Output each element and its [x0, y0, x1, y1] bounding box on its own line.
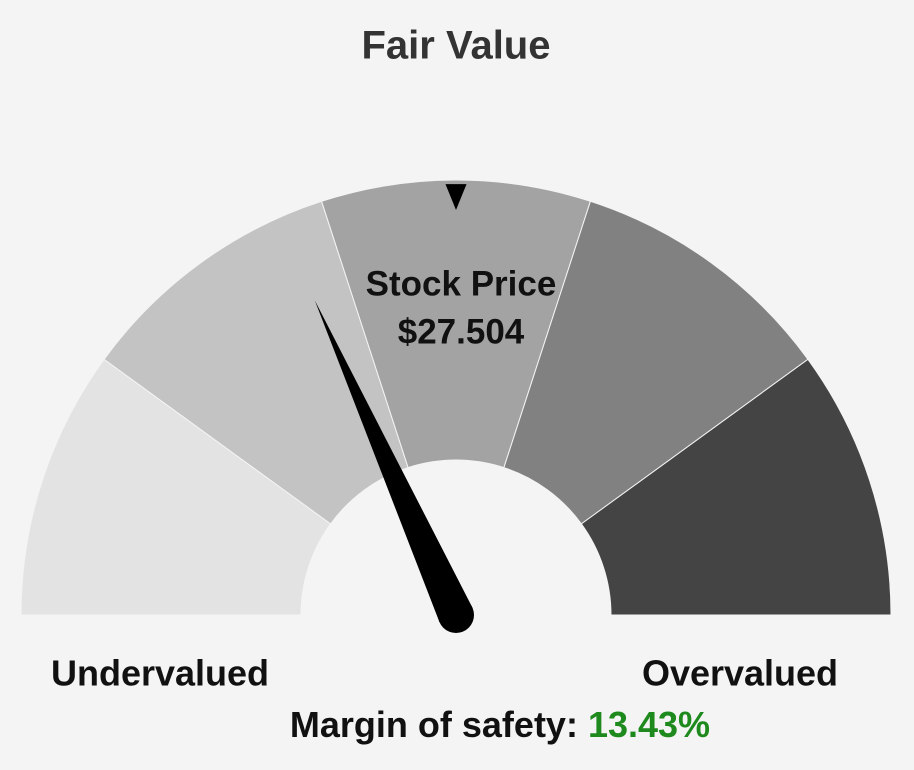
needle — [314, 300, 474, 633]
marker — [445, 184, 467, 210]
gauge — [20, 179, 892, 633]
gauge-band — [103, 200, 409, 525]
value-label: 13.43% — [588, 704, 710, 745]
value-caption-line: Margin of safety: 13.43% — [290, 704, 710, 745]
min-label: Undervalued — [51, 653, 269, 694]
max-label: Overvalued — [642, 653, 838, 694]
center-label: Stock Price — [366, 264, 557, 303]
chart-title: Fair Value — [362, 24, 551, 68]
gauge-band — [503, 200, 809, 525]
gauge-band — [320, 179, 592, 469]
gauge-band — [580, 358, 892, 616]
value-caption: Margin of safety: — [290, 704, 578, 745]
center-value: $27.504 — [398, 312, 525, 351]
gauge-band — [20, 358, 332, 616]
needle-body — [314, 300, 473, 623]
needle-hub — [438, 597, 474, 633]
